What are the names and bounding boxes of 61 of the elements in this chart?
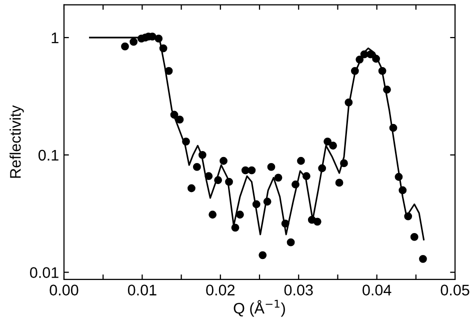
x-tick-label: 0.05	[440, 284, 470, 296]
point	[302, 172, 310, 180]
point	[383, 86, 391, 94]
point	[398, 186, 407, 194]
point	[318, 164, 326, 172]
point	[204, 172, 213, 180]
point	[324, 138, 332, 146]
y-tick-label: 0.1	[38, 150, 58, 161]
point	[394, 172, 403, 181]
point	[236, 210, 244, 219]
point	[404, 212, 412, 220]
point	[340, 159, 348, 168]
point	[208, 210, 217, 219]
y-tick-label: 0.01	[30, 267, 58, 278]
x-tick-label: 0.02	[206, 284, 235, 296]
point	[286, 238, 295, 246]
point	[198, 150, 206, 159]
point	[267, 162, 276, 171]
y-tick-label: 1	[52, 32, 58, 44]
point	[410, 233, 418, 241]
x-tick-label: 0.00	[50, 284, 78, 296]
point	[389, 124, 398, 132]
point	[344, 98, 353, 106]
point	[188, 184, 196, 192]
point	[252, 200, 260, 208]
point	[419, 254, 427, 263]
point	[220, 156, 228, 165]
point	[297, 156, 305, 165]
point	[274, 174, 282, 182]
point	[176, 116, 184, 124]
point	[214, 176, 222, 184]
point	[372, 54, 380, 63]
point	[130, 38, 138, 46]
point	[248, 166, 256, 174]
point	[366, 50, 375, 58]
point	[335, 178, 344, 187]
point	[350, 66, 359, 75]
point	[360, 50, 368, 58]
point	[378, 66, 386, 75]
y-axis-title: Reflectivity	[10, 105, 24, 178]
x-tick-label: 0.01	[128, 284, 156, 296]
point	[159, 44, 168, 52]
point	[258, 251, 267, 260]
point	[182, 138, 190, 146]
point	[192, 162, 201, 171]
x-axis-title: Q (Å$^{−1}$)	[234, 300, 285, 317]
point	[164, 66, 173, 75]
point	[281, 220, 290, 228]
point	[154, 34, 163, 43]
point	[329, 142, 337, 150]
point	[121, 42, 129, 50]
point	[241, 166, 250, 174]
point	[292, 180, 300, 188]
x-tick-label: 0.03	[284, 284, 313, 296]
point	[231, 224, 240, 232]
point	[263, 198, 272, 206]
point	[356, 56, 364, 64]
point	[170, 110, 178, 119]
x-tick-label: 0.04	[362, 284, 392, 296]
point	[313, 218, 322, 226]
point	[225, 178, 233, 186]
